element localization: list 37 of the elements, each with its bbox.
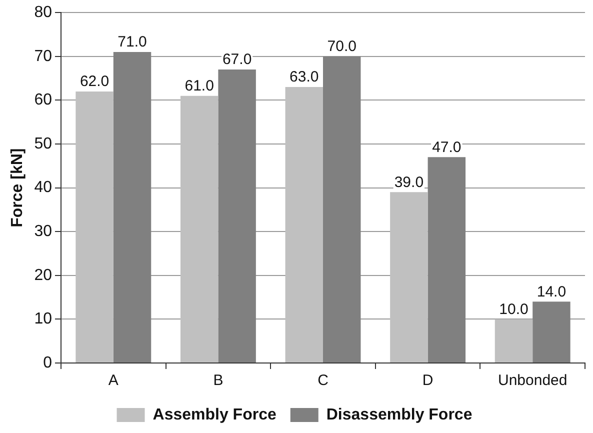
bar <box>180 96 218 362</box>
data-label: 62.0 <box>80 73 110 90</box>
y-tick-label: 80 <box>34 4 52 22</box>
x-tick-label: A <box>108 372 118 390</box>
data-label: 10.0 <box>499 300 528 318</box>
data-label: 61.0 <box>184 77 214 94</box>
bar <box>428 157 466 362</box>
bar <box>532 302 570 362</box>
bar <box>494 319 533 362</box>
y-axis-title: Force [kN] <box>9 148 26 228</box>
data-label: 63.0 <box>290 68 319 86</box>
bar <box>285 87 323 362</box>
data-label: 39.0 <box>394 174 424 191</box>
y-tick-label: 50 <box>34 135 52 152</box>
data-label: 71.0 <box>118 34 147 51</box>
y-tick-label: 0 <box>43 354 52 372</box>
y-tick-label: 70 <box>34 48 52 65</box>
bar <box>390 192 428 362</box>
y-tick-label: 60 <box>34 92 52 109</box>
x-tick-label: Unbonded <box>498 372 568 390</box>
bar <box>76 91 114 362</box>
y-tick-label: 30 <box>34 223 52 240</box>
y-tick-label: 40 <box>34 179 52 196</box>
data-label: 14.0 <box>536 283 566 300</box>
x-tick-label: D <box>422 372 434 390</box>
bar <box>218 70 256 362</box>
y-tick-label: 10 <box>34 310 52 328</box>
data-label: 70.0 <box>327 38 356 56</box>
legend-label: Assembly Force <box>152 406 276 424</box>
y-tick-label: 20 <box>34 266 52 284</box>
x-tick-label: B <box>213 372 224 390</box>
bar <box>323 56 361 362</box>
x-tick-label: C <box>318 372 329 390</box>
data-label: 67.0 <box>222 51 252 68</box>
legend-label: Disassembly Force <box>326 406 472 424</box>
data-label: 47.0 <box>432 138 462 156</box>
bar <box>113 52 152 362</box>
